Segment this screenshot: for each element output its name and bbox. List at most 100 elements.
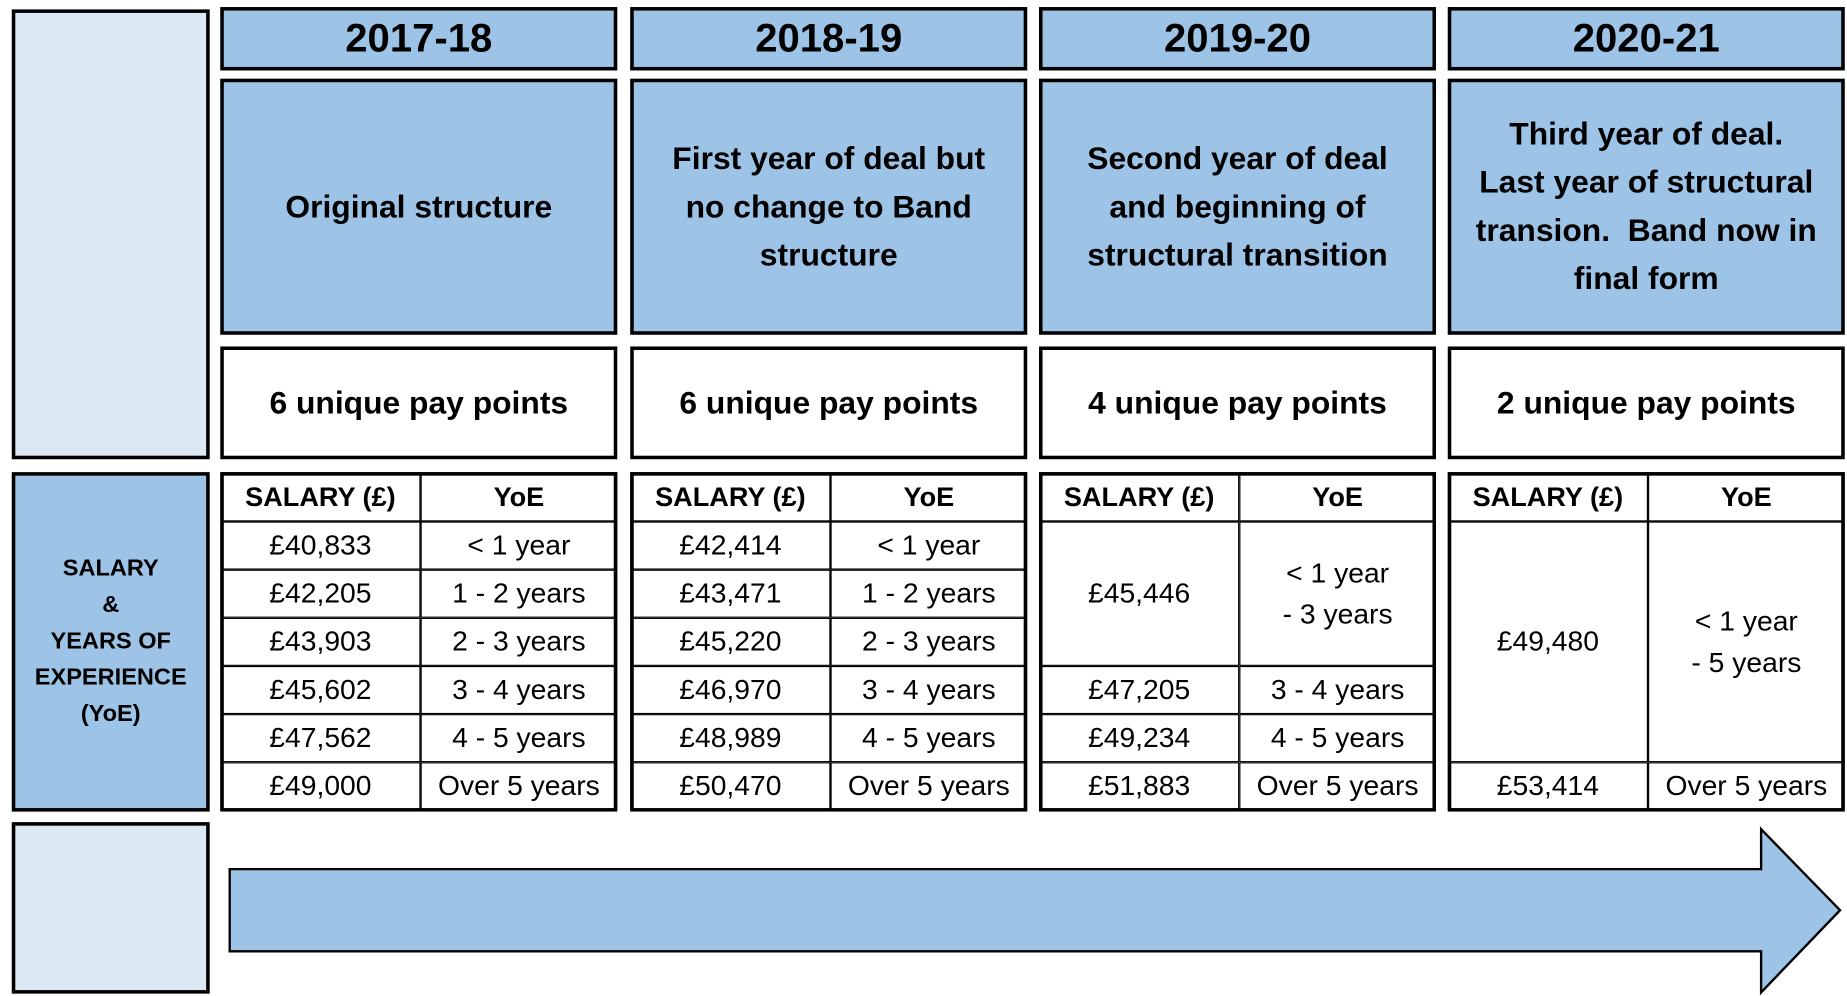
yoe-header: YoE [1239, 472, 1436, 522]
yoe-text: < 1 year [1694, 605, 1798, 638]
year-header: 2017-18 [220, 7, 618, 71]
salary-text: £43,903 [269, 625, 372, 658]
salary-cell: £49,234 [1038, 714, 1240, 763]
yoe-cell: < 1 year - 3 years [1239, 521, 1436, 666]
salary-text: £47,205 [1088, 673, 1191, 706]
yoe-header: YoE [1648, 472, 1845, 522]
pay-points: 6 unique pay points [220, 346, 618, 460]
yoe-text: < 1 year [877, 529, 981, 562]
description: First year of deal but no change to Band s… [630, 78, 1028, 335]
yoe-text: 4 - 5 years [1270, 722, 1405, 755]
description-line: Last year of structural [1479, 164, 1814, 200]
yoe-text: 3 - 4 years [862, 674, 996, 706]
yoe-cell: < 1 year [830, 521, 1028, 570]
yoe-text: Over 5 years [1665, 770, 1828, 803]
salary-header: SALARY (£) [1447, 472, 1649, 522]
pay-points-text: 6 unique pay points [679, 384, 979, 420]
year-text: 2017-18 [345, 15, 493, 61]
salary-text: £42,205 [269, 577, 372, 609]
yoe-cell: 4 - 5 years [830, 714, 1028, 763]
salary-text: £45,602 [269, 673, 372, 706]
salary-cell: £43,903 [220, 617, 421, 666]
salary-text: £47,562 [269, 721, 372, 754]
salary-cell: £53,414 [1447, 762, 1649, 811]
yoe-text: - 3 years [1282, 598, 1393, 631]
pay-points-text: 4 unique pay points [1088, 384, 1387, 420]
yoe-text: 2 - 3 years [862, 626, 996, 658]
yoe-cell: Over 5 years [1239, 762, 1436, 811]
yoe-text: 3 - 4 years [452, 674, 586, 706]
side-top [11, 9, 210, 460]
salary-cell: £48,989 [630, 714, 831, 763]
salary-text: £51,883 [1088, 769, 1191, 802]
salary-header-text: SALARY (£) [1063, 480, 1215, 512]
salary-text: £49,234 [1088, 721, 1191, 754]
description-line: structure [759, 236, 898, 272]
salary-text: £40,833 [269, 529, 372, 561]
pay-points: 4 unique pay points [1038, 346, 1436, 460]
side-label-line: YEARS OF [50, 628, 171, 655]
description-line: Second year of deal [1087, 140, 1388, 176]
yoe-cell: Over 5 years [420, 762, 618, 811]
description-line: transion. Band now in [1475, 212, 1817, 248]
yoe-text: - 5 years [1691, 646, 1802, 679]
description-line: no change to Band [685, 188, 972, 224]
yoe-cell: 1 - 2 years [830, 569, 1028, 618]
salary-header: SALARY (£) [1038, 472, 1240, 522]
salary-cell: £45,220 [630, 617, 831, 666]
yoe-header-text: YoE [903, 480, 955, 512]
year-header: 2019-20 [1038, 7, 1436, 71]
pay-points: 6 unique pay points [630, 346, 1028, 460]
description: Original structure [220, 78, 618, 335]
year-header: 2018-19 [630, 7, 1028, 71]
salary-text: £45,220 [679, 625, 782, 658]
salary-cell: £43,471 [630, 569, 831, 618]
description-line: structural transition [1087, 236, 1388, 272]
description: Second year of deal and beginning of struc… [1038, 78, 1436, 335]
yoe-cell: < 1 year - 5 years [1648, 521, 1845, 763]
salary-text: £50,470 [679, 769, 782, 802]
yoe-cell: 3 - 4 years [830, 665, 1028, 715]
salary-cell: £42,205 [220, 569, 421, 618]
salary-cell: £47,562 [220, 714, 421, 763]
yoe-text: Over 5 years [847, 770, 1010, 803]
yoe-cell: Over 5 years [830, 762, 1028, 811]
description-line: and beginning of [1109, 188, 1366, 224]
description-line: final form [1573, 260, 1719, 296]
yoe-cell: Over 5 years [1648, 762, 1845, 811]
timeline-arrow [228, 826, 1842, 996]
salary-cell: £49,000 [220, 762, 421, 811]
salary-text: £46,970 [679, 673, 782, 706]
yoe-text: 4 - 5 years [862, 722, 996, 755]
salary-text: £49,480 [1496, 625, 1599, 658]
description-line: Original structure [285, 188, 553, 224]
salary-text: £43,471 [679, 577, 782, 609]
yoe-text: < 1 year [1286, 557, 1390, 590]
yoe-text: 4 - 5 years [452, 722, 586, 755]
yoe-text: < 1 year [467, 529, 571, 562]
year-text: 2019-20 [1163, 15, 1311, 61]
side-label-line: (YoE) [80, 701, 141, 728]
description: Third year of deal. Last year of structur… [1447, 78, 1845, 335]
yoe-header-text: YoE [1312, 480, 1363, 512]
salary-header: SALARY (£) [630, 472, 831, 522]
salary-text: £42,414 [679, 529, 782, 561]
side-label-line: EXPERIENCE [34, 664, 187, 691]
salary-text: £49,000 [269, 769, 372, 802]
yoe-text: 3 - 4 years [1270, 674, 1405, 706]
yoe-text: 2 - 3 years [452, 626, 586, 658]
yoe-cell: 3 - 4 years [1239, 665, 1436, 715]
salary-header: SALARY (£) [220, 472, 421, 522]
side-label: SALARY & YEARS OF EXPERIENCE (YoE) [11, 472, 210, 812]
salary-cell: £50,470 [630, 762, 831, 811]
yoe-header: YoE [420, 472, 618, 522]
yoe-cell: 1 - 2 years [420, 569, 618, 618]
yoe-cell: 2 - 3 years [830, 617, 1028, 666]
salary-cell: £51,883 [1038, 762, 1240, 811]
side-label-line: SALARY [62, 555, 159, 582]
salary-cell: £47,205 [1038, 665, 1240, 715]
year-header: 2020-21 [1447, 7, 1845, 71]
pay-points: 2 unique pay points [1447, 346, 1845, 460]
yoe-text: Over 5 years [1256, 770, 1419, 803]
